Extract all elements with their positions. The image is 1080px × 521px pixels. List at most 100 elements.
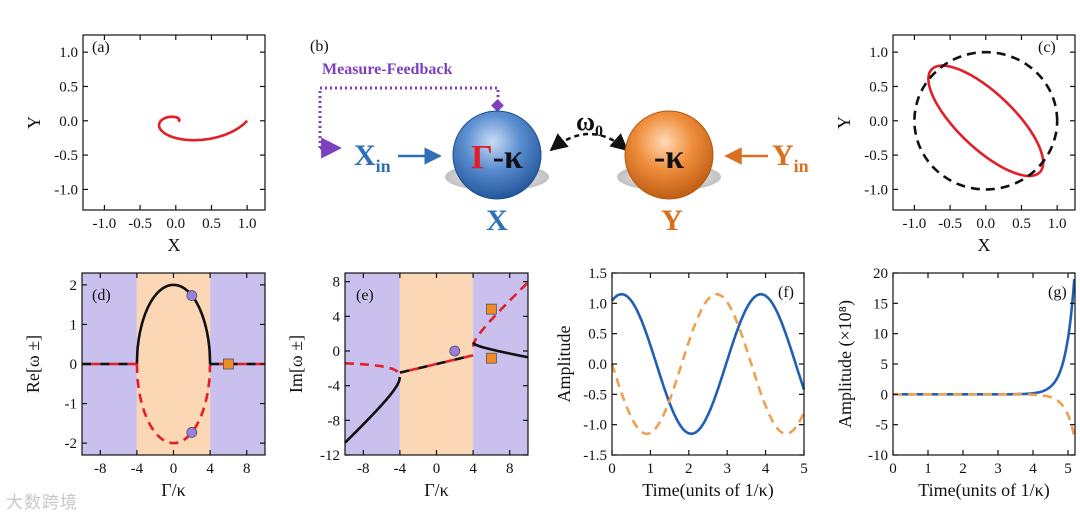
y-tick-label: 4 <box>333 309 341 325</box>
panel-d: -8 -4 0 4 8 2 1 0 -1 -2 Γ/κ Re[ω ±] (d) <box>23 272 266 500</box>
x-tick-label: 2 <box>959 461 967 477</box>
panel-label-b: (b) <box>310 38 329 55</box>
series-y-amplitude <box>893 393 1076 438</box>
y-tick-label: 10 <box>873 327 888 343</box>
panel-label-f: (f) <box>778 284 794 301</box>
x-tick-label: -1.0 <box>903 216 927 232</box>
x-tick-label: 8 <box>243 461 251 477</box>
series-im-plus-left <box>344 376 402 444</box>
series-im-mid <box>426 362 437 368</box>
y-tick-label: 2 <box>70 278 78 294</box>
x-tick-label: -4 <box>394 461 407 477</box>
feedback-loop-line <box>318 86 500 148</box>
y-tick-label: 1.0 <box>59 45 78 61</box>
y-tick-label: -0.5 <box>583 387 607 403</box>
series-im-minus-right <box>471 341 529 359</box>
x-tick-label: -1.0 <box>93 216 117 232</box>
y-input-label: Yin <box>772 139 809 176</box>
y-tick-label: -1.0 <box>864 182 888 198</box>
series-ellipse <box>927 64 1045 178</box>
x-mode-node <box>452 110 542 200</box>
x-tick-label: 3 <box>723 461 731 477</box>
panel-label-a: (a) <box>92 39 110 56</box>
plot-frame <box>82 34 266 211</box>
series-x-amplitude <box>611 292 806 436</box>
y-tick-label: -1.5 <box>583 448 607 464</box>
x-tick-label: 5 <box>1064 461 1072 477</box>
y-axis-label: Y <box>24 116 44 129</box>
y-tick-label: -12 <box>320 448 340 464</box>
x-tick-label: -4 <box>131 461 144 477</box>
series-im-mid <box>463 354 474 359</box>
x-tick-label: 0 <box>889 461 897 477</box>
x-axis-label: Time(units of 1/κ) <box>642 480 773 501</box>
y-tick-label: -1 <box>65 397 78 413</box>
series-im-plus-right <box>471 281 529 347</box>
x-tick-label: 4 <box>762 461 770 477</box>
y-axis-label: Amplitude <box>554 325 574 402</box>
y-tick-label: -0.5 <box>864 148 888 164</box>
y-tick-label: -2 <box>65 436 78 452</box>
y-tick-label: 0 <box>333 344 341 360</box>
panel-label-g: (g) <box>1048 284 1067 301</box>
series-im-mid <box>399 369 410 374</box>
y-mode-name: Y <box>661 204 683 237</box>
y-tick-label: 0 <box>881 387 889 403</box>
y-tick-label: 0.5 <box>588 327 607 343</box>
x-tick-label: 0.5 <box>202 216 221 232</box>
data-marker-circle <box>186 290 198 301</box>
x-axis-label: Γ/κ <box>161 480 185 500</box>
x-tick-label: -8 <box>94 461 107 477</box>
y-tick-label: 0.0 <box>588 357 607 373</box>
y-tick-label: 1 <box>70 317 78 333</box>
x-input-label: Xin <box>354 139 391 176</box>
x-tick-label: -8 <box>357 461 370 477</box>
watermark: 大数跨境 <box>6 493 78 513</box>
panel-label-e: (e) <box>356 287 374 304</box>
y-tick-label: 8 <box>333 275 341 291</box>
y-mode-node <box>624 110 714 200</box>
series-re-omega-minus <box>135 363 212 445</box>
y-tick-label: 5 <box>881 357 889 373</box>
series-im-mid <box>436 360 447 366</box>
measure-feedback-label: Measure-Feedback <box>322 61 452 78</box>
y-tick-label: 0.5 <box>869 79 888 95</box>
feedback-measure-diamond <box>491 99 504 112</box>
series-im-mid <box>445 358 456 364</box>
plot-frame <box>892 34 1076 211</box>
data-marker-square <box>222 358 234 370</box>
y-tick-label: 1.5 <box>588 266 607 282</box>
x-tick-label: 1.0 <box>238 216 257 232</box>
x-node-label: Γ-κ <box>471 139 523 176</box>
coupling-label: ω0 <box>576 107 603 140</box>
charts-layer: -1.0 -0.5 0.0 0.5 1.01.00.50.0-0.5-1.0XY(a)-… <box>23 34 1076 501</box>
y-axis-label: Y <box>834 116 854 129</box>
y-tick-label: 0.0 <box>59 114 78 130</box>
data-marker-circle <box>449 345 461 357</box>
data-marker-square <box>485 352 497 364</box>
series-im-mid <box>408 367 419 372</box>
x-tick-label: 4 <box>469 461 477 477</box>
y-axis-label: Amplitude (×10⁸) <box>835 300 856 428</box>
x-tick-label: 3 <box>994 461 1002 477</box>
x-tick-label: 0 <box>433 461 441 477</box>
x-tick-label: 0.5 <box>1012 216 1031 232</box>
y-tick-label: -4 <box>328 379 341 395</box>
y-tick-label: 0.0 <box>869 114 888 130</box>
y-tick-label: 15 <box>873 296 888 312</box>
panel-a: -1.0 -0.5 0.0 0.5 1.0 1.0 0.5 0.0 -0.5 -1.0 X Y (a) <box>24 34 266 255</box>
x-tick-label: 0.0 <box>976 216 995 232</box>
y-axis-label: Im[ω ±] <box>286 335 306 393</box>
y-tick-label: -0.5 <box>54 148 78 164</box>
series-circle <box>913 50 1059 191</box>
y-tick-label: -5 <box>876 418 889 434</box>
x-axis-label: Time(units of 1/κ) <box>918 480 1049 501</box>
panel-f: 0 1 2 3 4 5 1.5 1.0 0.5 0.0 -0.5 -1.0 -1.5 Time(units… <box>554 266 808 501</box>
data-marker-square <box>485 303 497 315</box>
series-im-minus-left <box>345 362 402 378</box>
y-tick-label: -10 <box>868 448 888 464</box>
x-tick-label: 1.0 <box>1048 216 1067 232</box>
series-spiral <box>157 115 249 142</box>
panel-c: -1.0 -0.5 0.0 0.5 1.0 1.0 0.5 0.0 -0.5 -1.0 X Y (c) <box>834 34 1076 255</box>
region-2 <box>473 273 528 455</box>
